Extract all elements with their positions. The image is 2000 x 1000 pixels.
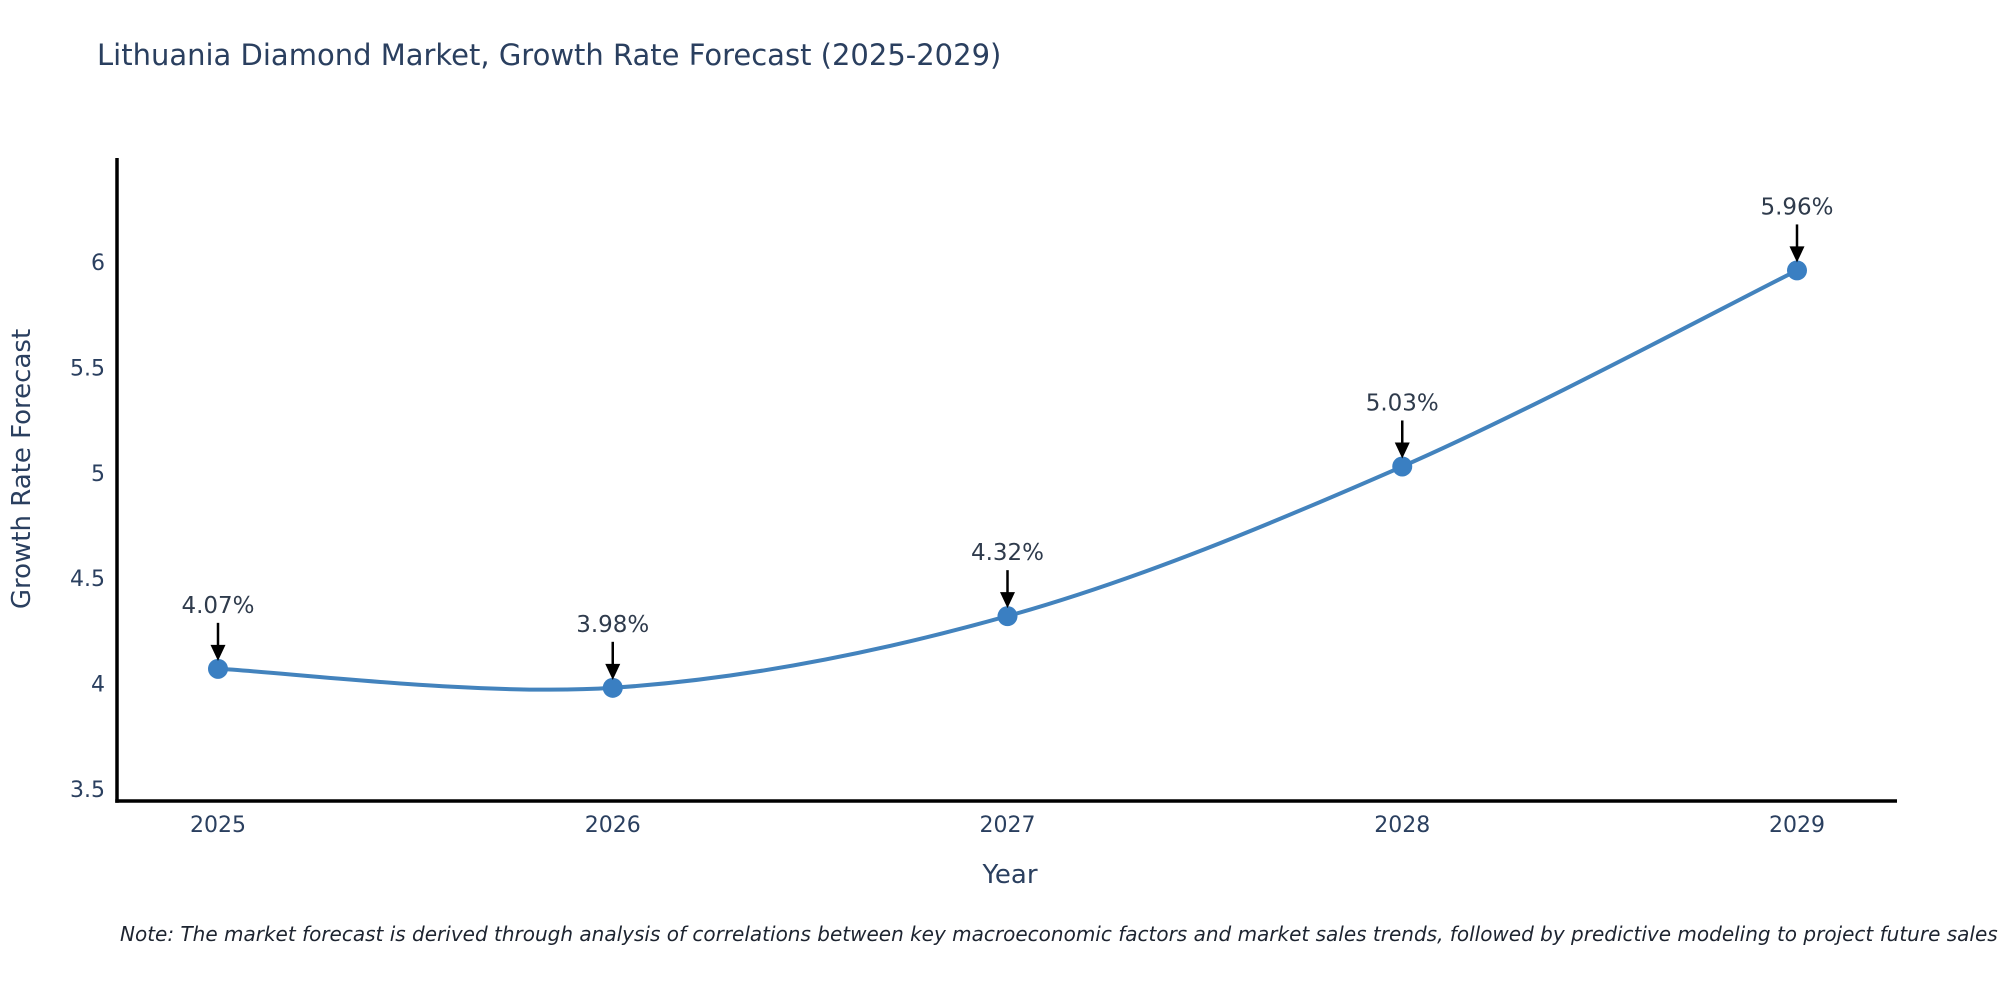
- annotation-arrow-head: [210, 644, 226, 661]
- y-tick-label: 6: [91, 251, 105, 276]
- annotation-arrow-head: [1000, 592, 1015, 609]
- x-tick-label: 2028: [1374, 813, 1430, 838]
- y-tick-label: 3.5: [70, 778, 105, 803]
- annotation-arrow-head: [1394, 442, 1410, 459]
- data-point-marker: [1787, 260, 1807, 281]
- y-tick-label: 5: [91, 462, 105, 487]
- footnote: Note: The market forecast is derived thr…: [120, 922, 1998, 946]
- y-tick-label: 4: [91, 673, 105, 698]
- data-point-marker: [208, 658, 228, 679]
- x-tick-label: 2029: [1769, 813, 1825, 838]
- x-tick-label: 2025: [190, 813, 246, 838]
- forecast-line: [216, 268, 1799, 692]
- y-axis-title: Growth Rate Forecast: [7, 328, 37, 610]
- data-point-label: 5.96%: [1760, 194, 1833, 220]
- x-tick-label: 2026: [585, 813, 641, 838]
- x-axis-title: Year: [982, 860, 1038, 890]
- data-point-marker: [1392, 456, 1413, 477]
- chart-title: Lithuania Diamond Market, Growth Rate Fo…: [97, 38, 1002, 72]
- annotation-arrow-head: [605, 663, 621, 680]
- annotation-arrow-head: [1789, 246, 1805, 263]
- data-point-marker: [997, 606, 1018, 627]
- data-point-label: 4.07%: [181, 593, 254, 619]
- data-point-label: 4.32%: [971, 540, 1044, 566]
- data-point-marker: [602, 677, 623, 698]
- y-tick-label: 4.5: [70, 567, 105, 592]
- y-tick-label: 5.5: [70, 356, 105, 381]
- data-point-label: 5.03%: [1366, 390, 1439, 416]
- data-point-label: 3.98%: [576, 612, 649, 638]
- x-tick-label: 2027: [980, 813, 1036, 838]
